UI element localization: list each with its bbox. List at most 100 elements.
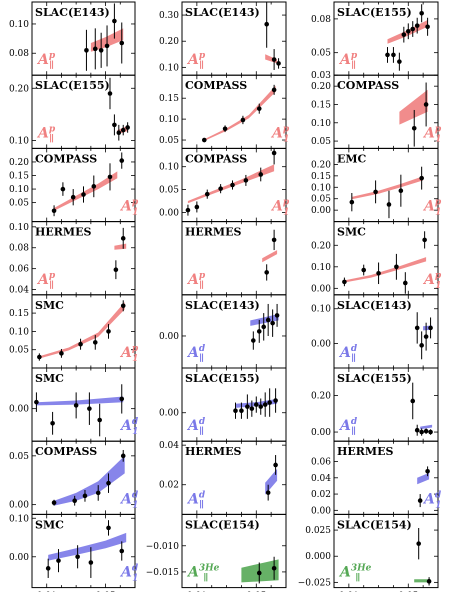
data-point <box>401 32 407 37</box>
data-point <box>423 428 429 434</box>
y-tick-label: 0.10 <box>159 115 179 125</box>
fit-band <box>250 314 279 326</box>
data-point <box>60 186 66 192</box>
data-point <box>422 237 427 243</box>
experiment-label: EMC <box>337 152 367 165</box>
y-tick-label: 0.08 <box>9 244 29 254</box>
data-point <box>270 320 275 326</box>
data-point <box>261 324 267 330</box>
panel: 0.00 SLAC(E143) Ad ∥ <box>159 294 287 369</box>
experiment-label: SLAC(E143) <box>35 6 110 19</box>
y-tick-label: 0.20 <box>159 37 179 47</box>
experiment-label: SLAC(E154) <box>337 518 412 531</box>
data-point <box>82 493 88 499</box>
y-tick-label: 0.20 <box>311 391 331 401</box>
data-point <box>120 453 126 459</box>
data-point <box>256 570 262 576</box>
asymmetry-label: Ap 1 <box>119 198 139 218</box>
panel: 0.00 0.10 SLAC(E143) Ad ∥ <box>311 294 439 369</box>
y-tick-label: 0.20 <box>311 82 331 92</box>
y-tick-label: 0.10 <box>9 327 29 337</box>
data-point <box>428 429 433 435</box>
y-tick-label: 0.05 <box>159 186 179 196</box>
data-point <box>120 127 126 133</box>
data-point <box>113 267 119 273</box>
asymmetry-label: Ap 1 <box>422 271 442 291</box>
data-point <box>116 130 122 136</box>
data-point <box>233 408 238 414</box>
panel: HERMES Ap ∥ <box>181 221 287 296</box>
data-point <box>419 343 424 348</box>
fit-band <box>48 532 127 561</box>
experiment-label: HERMES <box>337 445 393 458</box>
y-tick-label: 0.10 <box>159 63 179 73</box>
y-tick-label: 0.04 <box>159 441 179 451</box>
data-point <box>273 398 278 403</box>
y-tick-label: 0.10 <box>311 305 331 315</box>
data-point <box>419 10 424 16</box>
data-point <box>78 341 83 347</box>
data-point <box>423 334 429 339</box>
asymmetry-label: Ad 1 <box>422 490 442 510</box>
data-point <box>56 558 61 563</box>
fit-band <box>344 257 427 283</box>
data-point <box>119 548 125 554</box>
y-tick-label: 0.10 <box>311 119 331 129</box>
asymmetry-label: Ad ∥ <box>186 344 206 364</box>
data-point <box>265 317 271 323</box>
panel: 0.02 0.04 HERMES Ad ∥ <box>159 440 287 515</box>
y-tick-label: 0.05 <box>311 195 331 205</box>
data-point <box>271 57 277 62</box>
panel-frame <box>31 513 136 589</box>
data-point <box>112 122 117 128</box>
panel: 0.08 0.10 SLAC(E143) Ap ∥ <box>9 1 136 76</box>
experiment-label: COMPASS <box>337 79 399 92</box>
asymmetry-label: Ap ∥ <box>36 124 56 144</box>
data-point <box>419 429 424 435</box>
y-tick-label: 0.025 <box>305 526 331 536</box>
experiment-label: COMPASS <box>35 152 97 165</box>
data-point <box>125 125 130 130</box>
asymmetry-label: Ap ∥ <box>186 51 206 71</box>
y-tick-label: −0.015 <box>146 568 180 578</box>
fit-band <box>399 89 428 125</box>
data-point <box>258 172 264 177</box>
fit-band <box>414 579 431 583</box>
panel: 0.05 0.10 0.15 0.20 COMPASS Ap 1 <box>9 147 139 223</box>
data-point <box>51 208 57 214</box>
fit-band <box>36 396 124 406</box>
experiment-label: SMC <box>35 372 64 385</box>
fit-band <box>351 176 424 200</box>
data-point <box>416 541 421 546</box>
asymmetry-label: Ap 1 <box>119 344 139 364</box>
y-tick-label: 0.05 <box>311 49 331 59</box>
experiment-label: SLAC(E155) <box>35 79 110 92</box>
experiment-label: COMPASS <box>185 79 247 92</box>
y-tick-label: 0.00 <box>159 332 179 342</box>
y-tick-label: 0.20 <box>311 160 331 170</box>
y-tick-label: 0.00 <box>311 284 331 294</box>
experiment-label: SMC <box>337 226 366 239</box>
asymmetry-label: Ap ∥ <box>186 271 206 291</box>
experiment-label: COMPASS <box>35 445 97 458</box>
asymmetry-label: Ad ∥ <box>338 344 358 364</box>
panel-frame <box>181 513 287 589</box>
experiment-label: HERMES <box>185 226 241 239</box>
data-point <box>92 340 98 345</box>
y-tick-label: −0.025 <box>298 578 332 588</box>
y-tick-label: 0.00 <box>311 206 331 216</box>
asymmetry-label: Ad ∥ <box>186 417 206 437</box>
fit-band <box>114 243 127 250</box>
data-point <box>251 338 256 343</box>
y-tick-label: 0.15 <box>9 172 29 182</box>
data-point <box>403 280 408 286</box>
data-point <box>361 267 367 273</box>
data-point <box>417 498 423 503</box>
data-point <box>45 566 51 571</box>
data-point <box>342 279 347 285</box>
data-point <box>51 500 57 505</box>
data-point <box>204 191 210 197</box>
data-point <box>104 43 110 49</box>
y-tick-label: 0.00 <box>159 208 179 218</box>
